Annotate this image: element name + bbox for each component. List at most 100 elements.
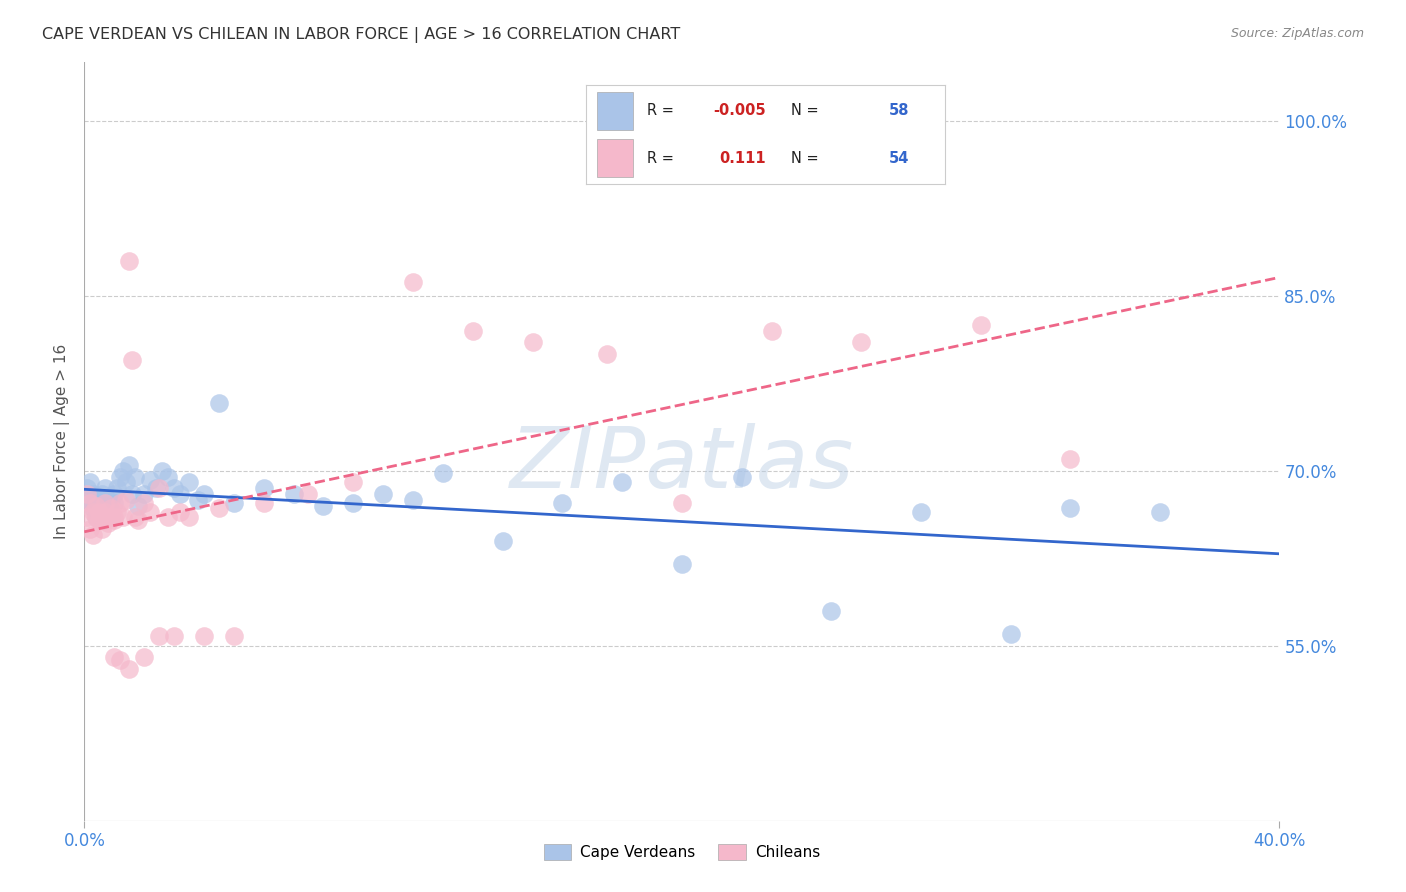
Point (132, 487, 156, 501)
Point (110, 496, 132, 510)
Point (551, 496, 574, 510)
Point (157, 469, 180, 483)
Point (118, 253, 141, 268)
Point (94, 496, 117, 510)
Point (89, 513, 111, 527)
Point (163, 629, 186, 643)
Point (145, 481, 167, 495)
Point (86, 510, 108, 524)
Point (163, 481, 186, 495)
Point (127, 499, 149, 513)
Point (110, 653, 132, 667)
Text: Source: ZipAtlas.com: Source: ZipAtlas.com (1230, 27, 1364, 40)
Point (115, 492, 138, 507)
Point (103, 487, 125, 501)
Text: CAPE VERDEAN VS CHILEAN IN LABOR FORCE | AGE > 16 CORRELATION CHART: CAPE VERDEAN VS CHILEAN IN LABOR FORCE |… (42, 27, 681, 43)
Point (139, 473, 162, 487)
Point (97, 492, 120, 507)
Legend: Cape Verdeans, Chileans: Cape Verdeans, Chileans (537, 838, 827, 866)
Point (342, 496, 364, 510)
Point (86, 499, 108, 513)
Point (124, 510, 146, 524)
Point (97, 510, 120, 524)
Point (820, 604, 842, 618)
Point (91, 513, 114, 527)
Point (132, 496, 156, 510)
Point (342, 475, 364, 490)
Point (761, 324, 783, 338)
Point (402, 492, 425, 507)
Point (253, 496, 276, 510)
Point (121, 487, 143, 501)
Point (82, 504, 104, 518)
Point (79, 496, 101, 510)
Point (1059, 452, 1081, 467)
Point (1059, 501, 1081, 516)
Point (208, 396, 231, 410)
Point (100, 510, 122, 524)
Point (208, 501, 231, 516)
Point (94, 504, 117, 518)
Text: ZIPatlas: ZIPatlas (510, 423, 853, 506)
Point (103, 496, 125, 510)
Point (118, 662, 141, 676)
Point (89, 504, 111, 518)
Point (86, 510, 108, 524)
Point (177, 510, 200, 524)
Point (222, 629, 245, 643)
Point (283, 487, 305, 501)
Point (105, 504, 128, 518)
Point (79, 475, 101, 490)
Point (86, 489, 108, 503)
Point (157, 510, 180, 524)
Point (253, 481, 276, 495)
Point (169, 504, 191, 518)
Point (169, 487, 191, 501)
Point (671, 496, 693, 510)
Point (94, 496, 117, 510)
Point (970, 318, 993, 332)
Point (89, 495, 111, 509)
Point (522, 335, 544, 350)
Point (851, 335, 873, 350)
Point (82, 501, 104, 516)
Point (731, 469, 754, 483)
Point (112, 510, 135, 524)
Point (118, 458, 141, 472)
Point (121, 352, 143, 367)
Point (1000, 627, 1022, 641)
Point (1149, 504, 1171, 518)
Point (127, 513, 149, 527)
Point (402, 275, 425, 289)
Point (110, 469, 132, 483)
Point (91, 510, 114, 524)
Point (103, 513, 125, 527)
Point (89, 504, 111, 518)
Point (100, 501, 122, 516)
Point (94, 481, 117, 495)
Point (193, 629, 215, 643)
Point (115, 475, 138, 490)
Point (97, 516, 120, 531)
Point (222, 496, 245, 510)
Point (100, 495, 122, 509)
Point (82, 528, 104, 542)
Point (432, 466, 454, 480)
Point (177, 475, 200, 490)
Point (79, 492, 101, 507)
Point (187, 492, 209, 507)
Point (76, 481, 98, 495)
Point (91, 522, 114, 536)
Point (82, 496, 104, 510)
Point (86, 499, 108, 513)
Point (105, 481, 128, 495)
Point (373, 487, 395, 501)
Point (76, 487, 98, 501)
Point (148, 481, 170, 495)
Point (112, 464, 135, 478)
Point (461, 324, 484, 338)
Point (97, 501, 120, 516)
Point (297, 487, 319, 501)
Point (124, 469, 146, 483)
Point (139, 504, 162, 518)
